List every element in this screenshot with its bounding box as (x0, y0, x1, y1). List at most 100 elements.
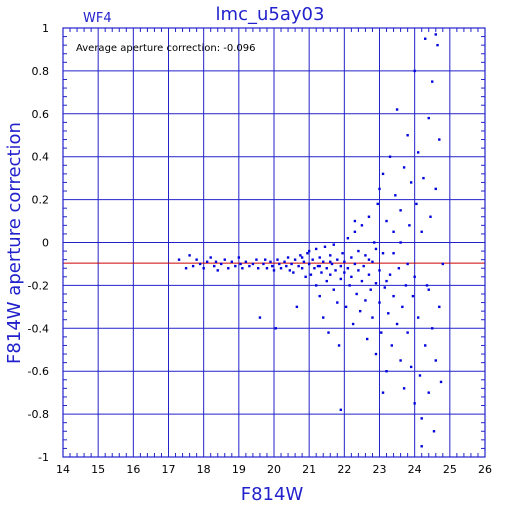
data-point (327, 331, 330, 334)
x-tick-label: 25 (443, 463, 457, 476)
data-point (223, 258, 226, 261)
data-point (198, 262, 202, 266)
data-point (357, 269, 360, 272)
data-point (309, 273, 313, 276)
data-point (283, 260, 286, 264)
annotation-average-correction: Average aperture correction: -0.096 (76, 43, 256, 54)
data-point (420, 445, 423, 448)
data-point (306, 252, 309, 255)
data-point (343, 260, 346, 264)
data-point (365, 337, 369, 341)
data-point (188, 254, 191, 257)
data-point (383, 286, 386, 289)
data-point (402, 387, 406, 390)
data-point (329, 254, 332, 257)
data-point (346, 237, 350, 240)
data-point (248, 264, 251, 268)
data-point (293, 258, 297, 261)
data-point (402, 166, 406, 169)
x-tick-label: 20 (267, 463, 281, 476)
data-point (353, 219, 357, 223)
x-tick-label: 19 (232, 463, 246, 476)
data-point (408, 224, 411, 227)
x-tick-label: 15 (91, 463, 105, 476)
data-point (288, 269, 292, 272)
data-point (339, 277, 343, 281)
data-point (271, 264, 274, 268)
data-point (209, 256, 212, 259)
data-point (315, 284, 318, 287)
data-point (313, 267, 316, 270)
data-point (272, 269, 276, 272)
data-point (184, 267, 188, 270)
data-point (320, 271, 323, 274)
data-point (424, 344, 427, 347)
data-point (385, 219, 388, 223)
data-point (378, 187, 381, 191)
data-point (432, 430, 436, 433)
data-point (323, 245, 327, 248)
data-point (357, 249, 360, 253)
data-point (330, 262, 334, 266)
data-point (300, 256, 304, 259)
data-point (395, 322, 399, 326)
data-point (230, 260, 233, 264)
y-tick-label: 0.6 (32, 108, 50, 121)
data-point (427, 288, 430, 291)
data-point (239, 262, 242, 266)
data-point (392, 294, 395, 298)
y-tick-label: 0.4 (32, 151, 50, 164)
data-point (411, 294, 415, 298)
data-point (434, 33, 437, 36)
y-tick-label: -0.2 (28, 279, 49, 292)
data-point (350, 275, 353, 279)
data-point (381, 252, 385, 255)
data-point (364, 254, 367, 257)
y-tick-label: -0.8 (28, 408, 49, 421)
y-tick-label: 0.8 (32, 65, 50, 78)
data-point (348, 284, 351, 287)
x-tick-label: 16 (126, 463, 140, 476)
data-point (429, 215, 432, 218)
data-point (344, 305, 348, 309)
data-point (441, 262, 444, 266)
data-point (378, 301, 381, 304)
data-point (256, 267, 260, 270)
data-point (227, 267, 230, 270)
x-tick-label: 18 (197, 463, 211, 476)
data-point (399, 209, 402, 212)
x-axis-label: F814W (241, 484, 304, 505)
data-point (390, 344, 394, 347)
data-point (339, 408, 343, 412)
data-point (234, 264, 237, 268)
data-point (244, 260, 248, 264)
x-tick-label: 23 (373, 463, 387, 476)
data-point (427, 116, 430, 120)
data-point (285, 264, 288, 268)
data-point (380, 331, 383, 334)
data-point (304, 275, 307, 279)
data-point (265, 267, 269, 270)
data-point (318, 256, 321, 259)
data-point (220, 262, 223, 266)
data-point (205, 260, 209, 264)
data-point (374, 282, 378, 285)
data-point (434, 187, 437, 191)
data-point (374, 352, 378, 356)
y-tick-label: -1 (38, 451, 49, 464)
chart-title: lmc_u5ay03 (216, 4, 325, 25)
data-point (358, 309, 362, 313)
data-point (269, 260, 272, 264)
x-tick-label: 17 (162, 463, 176, 476)
data-point (388, 273, 392, 276)
data-point (297, 264, 300, 268)
data-point (346, 267, 350, 270)
data-point (350, 256, 353, 259)
data-point (325, 267, 328, 270)
data-point (416, 316, 420, 319)
data-point (399, 241, 402, 244)
data-point (315, 247, 318, 251)
data-point (202, 267, 205, 270)
data-point (381, 391, 385, 394)
data-point (251, 262, 255, 266)
